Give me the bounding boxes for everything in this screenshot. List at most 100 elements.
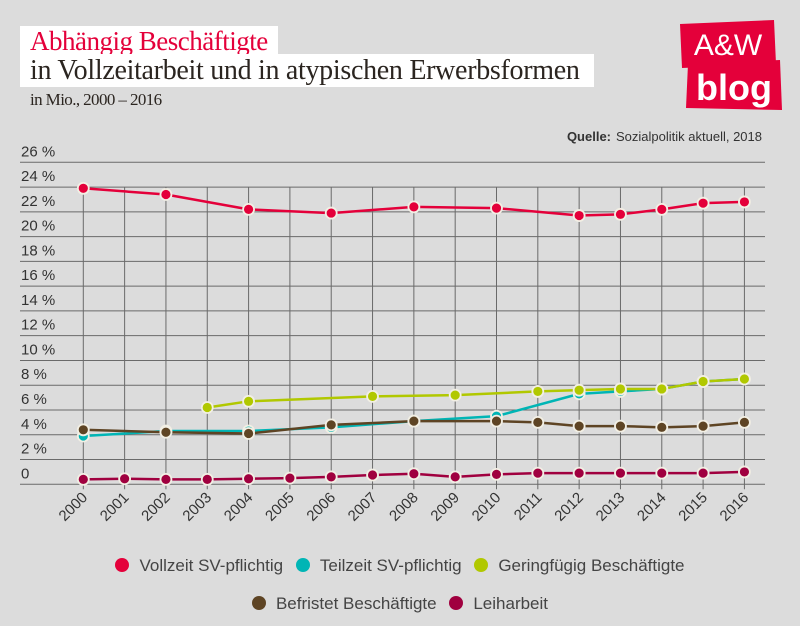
svg-text:blog: blog <box>696 67 772 108</box>
data-point <box>655 202 669 216</box>
data-point <box>572 466 586 480</box>
data-point <box>490 201 503 215</box>
y-tick-label: 24 % <box>21 168 55 185</box>
legend-dot <box>251 596 266 610</box>
data-point <box>572 209 586 222</box>
chart-title-line2: in Vollzeitarbeit und in atypischen Erwe… <box>20 54 594 87</box>
data-point <box>531 466 545 480</box>
x-tick-label: 2011 <box>511 489 546 524</box>
legend-dot <box>449 596 464 610</box>
data-point <box>614 466 627 480</box>
x-tick-label: 2010 <box>469 489 505 525</box>
x-tick-label: 2014 <box>634 489 670 525</box>
data-point <box>200 401 214 414</box>
y-tick-label: 8 % <box>21 366 47 383</box>
y-tick-label: 4 % <box>21 416 47 433</box>
data-point <box>76 472 90 486</box>
data-point <box>324 206 338 220</box>
legend-label: Vollzeit SV-pflichtig <box>139 556 284 575</box>
legend-label: Leiharbeit <box>473 594 549 613</box>
x-tick-label: 2008 <box>386 489 422 525</box>
data-point <box>655 466 669 480</box>
data-point <box>614 207 627 221</box>
y-tick-label: 16 % <box>21 267 55 284</box>
x-tick-label: 2013 <box>593 489 629 525</box>
data-point <box>738 465 751 479</box>
legend-dot <box>115 558 130 572</box>
legend-item: Leiharbeit <box>449 594 548 614</box>
data-point <box>448 470 462 484</box>
x-tick-label: 2015 <box>675 489 711 525</box>
y-tick-label: 6 % <box>21 391 47 408</box>
data-point <box>324 470 338 484</box>
data-point <box>738 195 751 209</box>
legend-dot <box>474 558 489 572</box>
source-text: Sozialpolitik aktuell, 2018 <box>616 129 762 144</box>
data-point <box>159 472 173 486</box>
data-point <box>448 388 462 402</box>
series-line <box>83 419 745 435</box>
legend-item: Vollzeit SV-pflichtig <box>115 556 283 576</box>
data-point <box>159 425 173 439</box>
data-point <box>159 188 173 201</box>
data-point <box>572 383 586 397</box>
y-tick-label: 12 % <box>21 317 55 334</box>
data-point <box>696 375 710 388</box>
data-point <box>655 382 669 396</box>
data-point <box>531 385 545 398</box>
svg-text:A&W: A&W <box>694 29 763 62</box>
data-point <box>614 419 627 433</box>
data-point <box>531 415 545 429</box>
legend-row-1: Vollzeit SV-pflichtig Teilzeit SV-pflich… <box>0 556 800 576</box>
data-point <box>655 420 669 434</box>
y-tick-label: 0 <box>21 465 29 482</box>
legend-item: Befristet Beschäftigte <box>251 594 437 614</box>
data-point <box>614 382 627 396</box>
x-tick-label: 2003 <box>179 489 215 525</box>
data-point <box>490 414 503 428</box>
x-tick-label: 2005 <box>262 489 298 525</box>
data-point <box>366 389 379 403</box>
data-point <box>696 419 710 433</box>
x-tick-label: 2001 <box>97 489 133 525</box>
legend-row-2: Befristet Beschäftigte Leiharbeit <box>0 594 800 614</box>
y-tick-label: 20 % <box>21 218 55 235</box>
data-point <box>407 414 421 428</box>
x-tick-label: 2006 <box>303 489 339 525</box>
data-point <box>118 472 132 486</box>
data-point <box>242 394 255 408</box>
y-tick-label: 22 % <box>21 193 55 210</box>
x-tick-label: 2012 <box>551 489 587 525</box>
chart-subtitle: in Mio., 2000 – 2016 <box>30 90 162 109</box>
y-tick-label: 10 % <box>21 341 55 358</box>
data-point <box>738 372 751 386</box>
legend-label: Teilzeit SV-pflichtig <box>319 556 462 575</box>
data-point <box>738 415 751 429</box>
data-point <box>407 200 421 214</box>
x-tick-label: 2009 <box>427 489 463 525</box>
data-point <box>200 472 214 486</box>
data-point <box>366 468 379 482</box>
data-point <box>696 196 710 210</box>
y-tick-label: 18 % <box>21 242 55 259</box>
legend-item: Teilzeit SV-pflichtig <box>295 556 462 576</box>
x-tick-label: 2004 <box>221 489 257 525</box>
legend-dot <box>295 558 310 572</box>
series-line <box>207 377 745 409</box>
data-point <box>242 427 255 440</box>
source-note: Quelle: Sozialpolitik aktuell, 2018 <box>567 129 762 144</box>
data-point <box>242 202 255 216</box>
data-point <box>696 466 710 480</box>
data-point <box>283 471 297 485</box>
source-label: Quelle: <box>566 129 612 144</box>
y-tick-label: 26 % <box>21 143 55 160</box>
y-tick-label: 2 % <box>21 441 47 458</box>
data-point <box>76 423 90 437</box>
aw-blog-logo: A&W blog <box>680 20 782 110</box>
x-tick-label: 2007 <box>345 489 381 525</box>
data-point <box>324 418 338 432</box>
y-tick-label: 14 % <box>21 292 55 309</box>
chart-title: Abhängig Beschäftigte <box>20 26 278 56</box>
data-point <box>76 181 90 195</box>
